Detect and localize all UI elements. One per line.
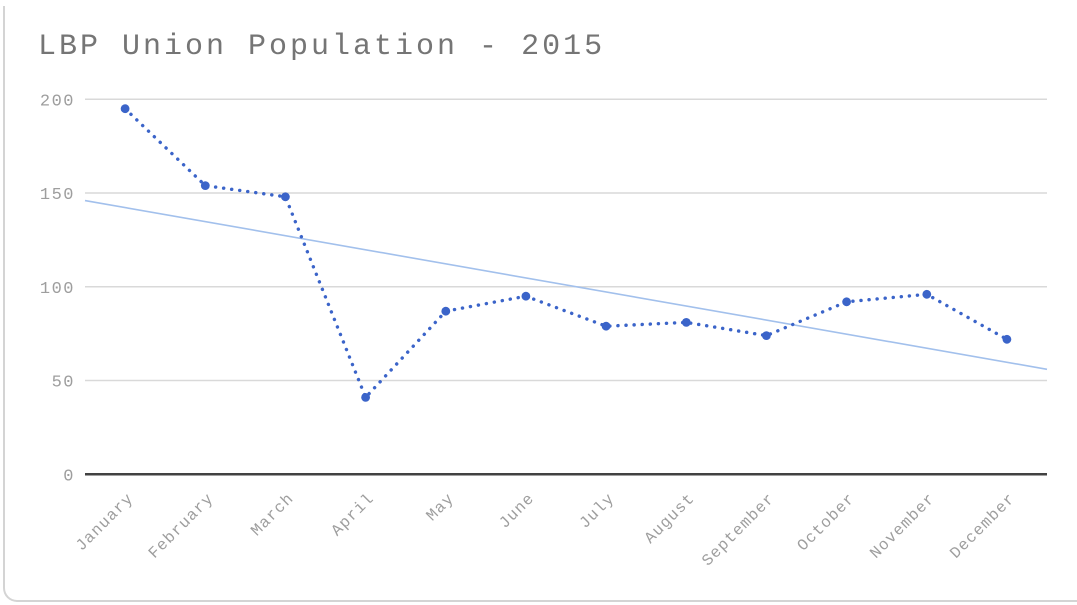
data-point-march (281, 192, 290, 202)
data-point-november (922, 289, 932, 299)
x-tick-label: July (576, 490, 619, 533)
data-point-january (120, 104, 130, 114)
data-point-july (601, 321, 611, 331)
x-tick-label: November (867, 490, 940, 563)
y-tick-label: 50 (52, 374, 75, 393)
trendline (84, 199, 1048, 371)
x-tick-label: May (423, 490, 458, 525)
population-series-line (123, 106, 1009, 401)
y-tick-label: 150 (40, 186, 75, 205)
data-point-october (842, 297, 851, 307)
data-point-february (200, 181, 210, 191)
y-tick-label: 200 (40, 92, 75, 111)
data-point-june (521, 291, 531, 301)
x-tick-label: January (72, 490, 137, 555)
chart-title: LBP Union Population - 2015 (38, 30, 606, 64)
x-tick-label: August (641, 490, 699, 548)
x-tick-label: September (699, 490, 779, 570)
x-tick-label: October (794, 490, 859, 555)
y-tick-label: 100 (40, 280, 75, 299)
data-point-december (1002, 334, 1012, 344)
x-tick-label: June (496, 490, 539, 533)
x-tick-label: December (947, 490, 1020, 563)
data-point-september (762, 331, 771, 340)
x-tick-label: April (328, 490, 378, 540)
data-point-august (681, 318, 691, 327)
x-tick-label: March (248, 490, 298, 540)
y-tick-label: 0 (63, 467, 75, 486)
data-point-april (361, 393, 370, 402)
data-point-may (441, 306, 451, 316)
x-tick-label: February (145, 490, 218, 563)
